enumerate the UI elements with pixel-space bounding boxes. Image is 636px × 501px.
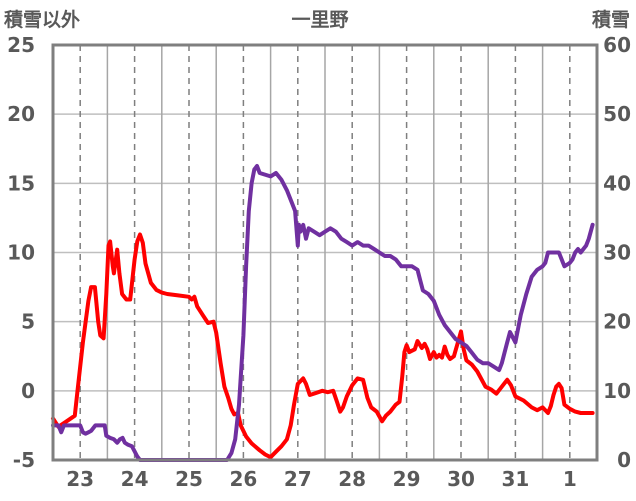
x-tick-label: 1	[563, 467, 577, 491]
left-tick-labels: 25 20 15 10 5 0 -5	[7, 33, 35, 472]
left-tick-label: 25	[7, 33, 35, 57]
chart-title: 一里野	[291, 9, 348, 31]
left-tick-label: -5	[13, 448, 35, 472]
x-tick-label: 25	[175, 467, 203, 491]
left-axis-label: 積雪以外	[4, 8, 80, 31]
right-tick-label: 50	[603, 102, 631, 126]
left-tick-label: 5	[21, 310, 35, 334]
x-tick-label: 28	[338, 467, 366, 491]
temperature-series-line	[51, 232, 595, 460]
x-tick-label: 29	[393, 467, 421, 491]
left-tick-label: 20	[7, 102, 35, 126]
x-tick-label: 30	[447, 467, 475, 491]
left-tick-label: 0	[21, 379, 35, 403]
plot-frame	[51, 43, 599, 462]
snow-depth-series-line	[51, 164, 595, 462]
right-tick-label: 40	[603, 171, 631, 195]
x-tick-label: 26	[229, 467, 257, 491]
right-tick-labels: 60 50 40 30 20 10 0	[603, 33, 631, 472]
right-axis-label: 積雪	[592, 8, 630, 31]
x-tick-labels: 23 24 25 26 27 28 29 30 31 1	[66, 467, 576, 491]
grid-layer	[53, 44, 597, 461]
right-tick-label: 30	[603, 241, 631, 265]
right-tick-label: 20	[603, 310, 631, 334]
series-layer	[51, 164, 595, 462]
right-tick-label: 0	[617, 448, 631, 472]
x-tick-label: 24	[121, 467, 149, 491]
x-tick-label: 31	[501, 467, 529, 491]
x-tick-label: 23	[66, 467, 94, 491]
right-tick-label: 10	[603, 379, 631, 403]
left-tick-label: 15	[7, 171, 35, 195]
x-tick-label: 27	[284, 467, 312, 491]
right-tick-label: 60	[603, 33, 631, 57]
left-tick-label: 10	[7, 241, 35, 265]
